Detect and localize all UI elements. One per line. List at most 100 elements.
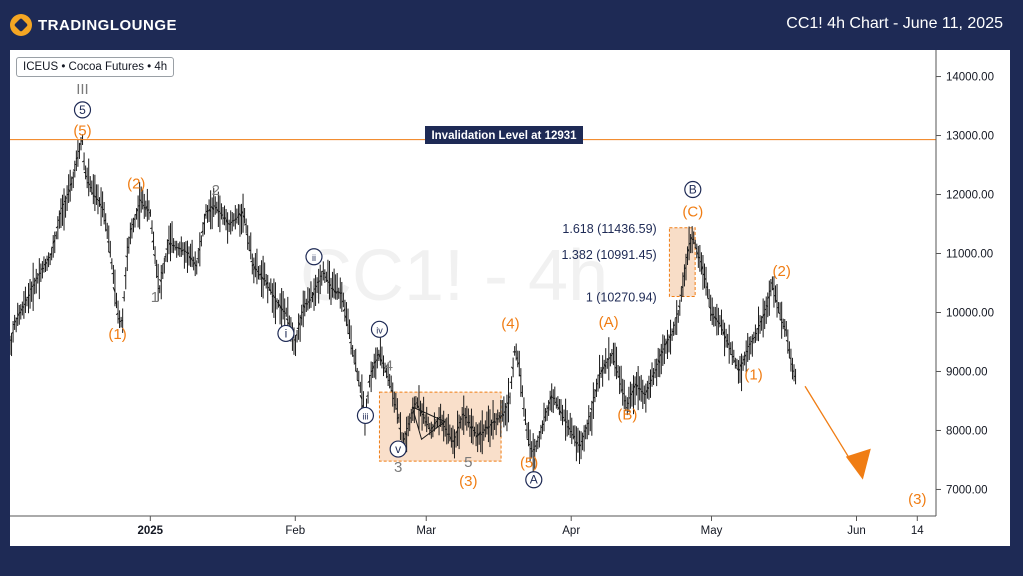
bar-open-tick: [365, 394, 369, 397]
bar-open-tick: [94, 195, 97, 199]
invalidation-label-bg: [425, 126, 583, 144]
bar-open-tick: [160, 271, 164, 274]
bar-open-tick: [231, 220, 234, 222]
bar-open-tick: [260, 276, 264, 280]
bar-open-tick: [637, 387, 640, 390]
bar-open-tick: [105, 228, 108, 231]
chart-panel[interactable]: CC1! - 4h ) Invalidation Level at 12931 …: [10, 50, 1010, 546]
brand-logo[interactable]: TRADINGLOUNGE: [10, 12, 177, 38]
bar-open-tick: [55, 226, 59, 229]
wave-label: (3): [908, 491, 926, 508]
price-chart[interactable]: CC1! - 4h ) Invalidation Level at 12931 …: [10, 50, 1010, 546]
bar-open-tick: [726, 342, 730, 346]
bar-open-tick: [714, 316, 718, 321]
bar-open-tick: [469, 426, 472, 429]
bar-open-tick: [787, 348, 790, 352]
bar-open-tick: [650, 379, 653, 382]
bar-open-tick: [299, 316, 303, 320]
bar-open-tick: [61, 203, 65, 206]
bar-open-tick: [376, 353, 380, 356]
bar-open-tick: [743, 354, 747, 358]
bar-open-tick: [342, 308, 346, 312]
wave-label: (4): [501, 315, 519, 332]
bar-open-tick: [91, 191, 94, 195]
bar-open-tick: [69, 183, 73, 187]
bar-open-tick: [557, 406, 560, 411]
bar-open-tick: [771, 287, 775, 291]
bar-open-tick: [242, 214, 245, 218]
bar-open-tick: [177, 247, 181, 250]
bar-open-tick: [514, 351, 517, 353]
bar-open-tick: [535, 440, 538, 442]
bar-open-tick: [577, 444, 580, 446]
bar-open-tick: [95, 198, 99, 201]
fib-levels: 1.618 (11436.59) 1.382 (10991.45) 1 (10270…: [561, 222, 656, 305]
bar-open-tick: [222, 217, 225, 219]
bar-open-tick: [640, 390, 643, 393]
bar-open-tick: [616, 370, 619, 373]
bar-open-tick: [396, 417, 400, 420]
arrow-head: [845, 448, 871, 480]
bar-open-tick: [336, 290, 339, 293]
bar-open-tick: [384, 370, 387, 373]
y-tick-label: 13000.00: [946, 131, 994, 143]
wave-label: i: [285, 326, 288, 340]
bar-open-tick: [790, 363, 793, 365]
bar-open-tick: [375, 359, 378, 361]
bar-open-tick: [301, 311, 304, 314]
bar-open-tick: [483, 428, 486, 432]
bar-open-tick: [653, 371, 656, 374]
bar-open-tick: [544, 410, 548, 414]
bar-open-tick: [131, 223, 134, 226]
bar-open-tick: [663, 343, 667, 346]
bar-open-tick: [413, 403, 417, 405]
bar-open-tick: [253, 265, 256, 271]
symbol-label[interactable]: ICEUS • Cocoa Futures • 4h: [16, 57, 175, 77]
bar-open-tick: [189, 257, 193, 261]
bar-open-tick: [21, 305, 25, 308]
bar-open-tick: [152, 253, 156, 257]
bar-open-tick: [51, 246, 54, 249]
bar-open-tick: [208, 208, 212, 212]
x-tick-label: Jun: [847, 525, 866, 537]
bar-open-tick: [338, 291, 341, 294]
bar-open-tick: [542, 423, 545, 426]
bar-open-tick: [632, 385, 636, 389]
wave-label: (A): [599, 314, 619, 331]
bar-open-tick: [173, 245, 176, 247]
bar-open-tick: [555, 404, 559, 407]
x-tick-label: Apr: [562, 525, 580, 537]
bar-open-tick: [233, 219, 236, 222]
bar-open-tick: [256, 270, 259, 273]
bar-open-tick: [748, 343, 751, 345]
wave-label: (B): [617, 406, 637, 423]
y-tick-label: 8000.00: [946, 425, 988, 437]
bar-open-tick: [52, 239, 56, 244]
bar-open-tick: [395, 407, 398, 410]
bar-open-tick: [702, 273, 705, 276]
bar-open-tick: [677, 305, 681, 308]
bar-open-tick: [390, 390, 393, 392]
bar-open-tick: [700, 265, 704, 271]
bar-open-tick: [443, 425, 446, 428]
wave-label: (2): [127, 176, 145, 193]
bar-open-tick: [43, 263, 46, 266]
bar-open-tick: [40, 268, 43, 270]
bar-open-tick: [767, 296, 770, 300]
wave-label: (C): [682, 203, 703, 220]
bar-open-tick: [728, 347, 731, 350]
bar-open-tick: [117, 317, 120, 320]
bar-open-tick: [302, 304, 306, 309]
bar-open-tick: [325, 279, 329, 283]
bar-open-tick: [370, 370, 374, 373]
x-tick-label: May: [701, 525, 723, 537]
bar-open-tick: [594, 389, 597, 392]
bar-open-tick: [18, 311, 22, 315]
bar-open-tick: [742, 358, 745, 361]
bar-open-tick: [756, 327, 759, 330]
wave-circle-i: [277, 324, 295, 343]
y-tick-label: 14000.00: [946, 72, 994, 84]
bar-open-tick: [608, 357, 611, 359]
bar-open-tick: [38, 272, 42, 274]
x-tick-label: 14: [911, 525, 924, 537]
